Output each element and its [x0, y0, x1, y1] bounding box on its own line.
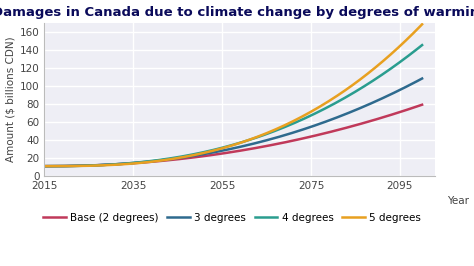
- 5 degrees: [384, 56, 390, 60]
- 4 degrees: [384, 70, 390, 73]
- Base (2 degrees): [265, 144, 271, 147]
- 3 degrees: [266, 138, 272, 141]
- 4 degrees: [266, 131, 272, 135]
- Base (2 degrees): [273, 143, 278, 146]
- 5 degrees: [42, 165, 47, 168]
- 4 degrees: [265, 132, 271, 135]
- 3 degrees: [265, 138, 271, 142]
- 5 degrees: [419, 23, 425, 26]
- 3 degrees: [384, 95, 390, 98]
- Line: 3 degrees: 3 degrees: [45, 78, 422, 166]
- 4 degrees: [43, 165, 48, 168]
- 4 degrees: [42, 165, 47, 168]
- 3 degrees: [273, 136, 278, 139]
- Legend: Base (2 degrees), 3 degrees, 4 degrees, 5 degrees: Base (2 degrees), 3 degrees, 4 degrees, …: [39, 209, 425, 227]
- Base (2 degrees): [43, 165, 48, 168]
- Title: Damages in Canada due to climate change by degrees of warming: Damages in Canada due to climate change …: [0, 6, 474, 19]
- 5 degrees: [273, 128, 278, 131]
- 5 degrees: [265, 131, 271, 134]
- Y-axis label: Amount ($ billions CDN): Amount ($ billions CDN): [6, 36, 16, 162]
- Base (2 degrees): [419, 103, 425, 106]
- 3 degrees: [43, 165, 48, 168]
- Line: 5 degrees: 5 degrees: [45, 24, 422, 166]
- 4 degrees: [360, 86, 365, 89]
- Base (2 degrees): [42, 165, 47, 168]
- Line: Base (2 degrees): Base (2 degrees): [45, 105, 422, 166]
- 3 degrees: [360, 105, 365, 109]
- 5 degrees: [266, 131, 272, 134]
- Line: 4 degrees: 4 degrees: [45, 45, 422, 166]
- 5 degrees: [360, 76, 365, 79]
- Base (2 degrees): [266, 144, 272, 147]
- Base (2 degrees): [384, 115, 390, 118]
- 3 degrees: [419, 77, 425, 80]
- Base (2 degrees): [360, 122, 365, 125]
- 5 degrees: [43, 165, 48, 168]
- Text: Year: Year: [447, 196, 469, 206]
- 3 degrees: [42, 165, 47, 168]
- 4 degrees: [419, 44, 425, 47]
- 4 degrees: [273, 129, 278, 132]
